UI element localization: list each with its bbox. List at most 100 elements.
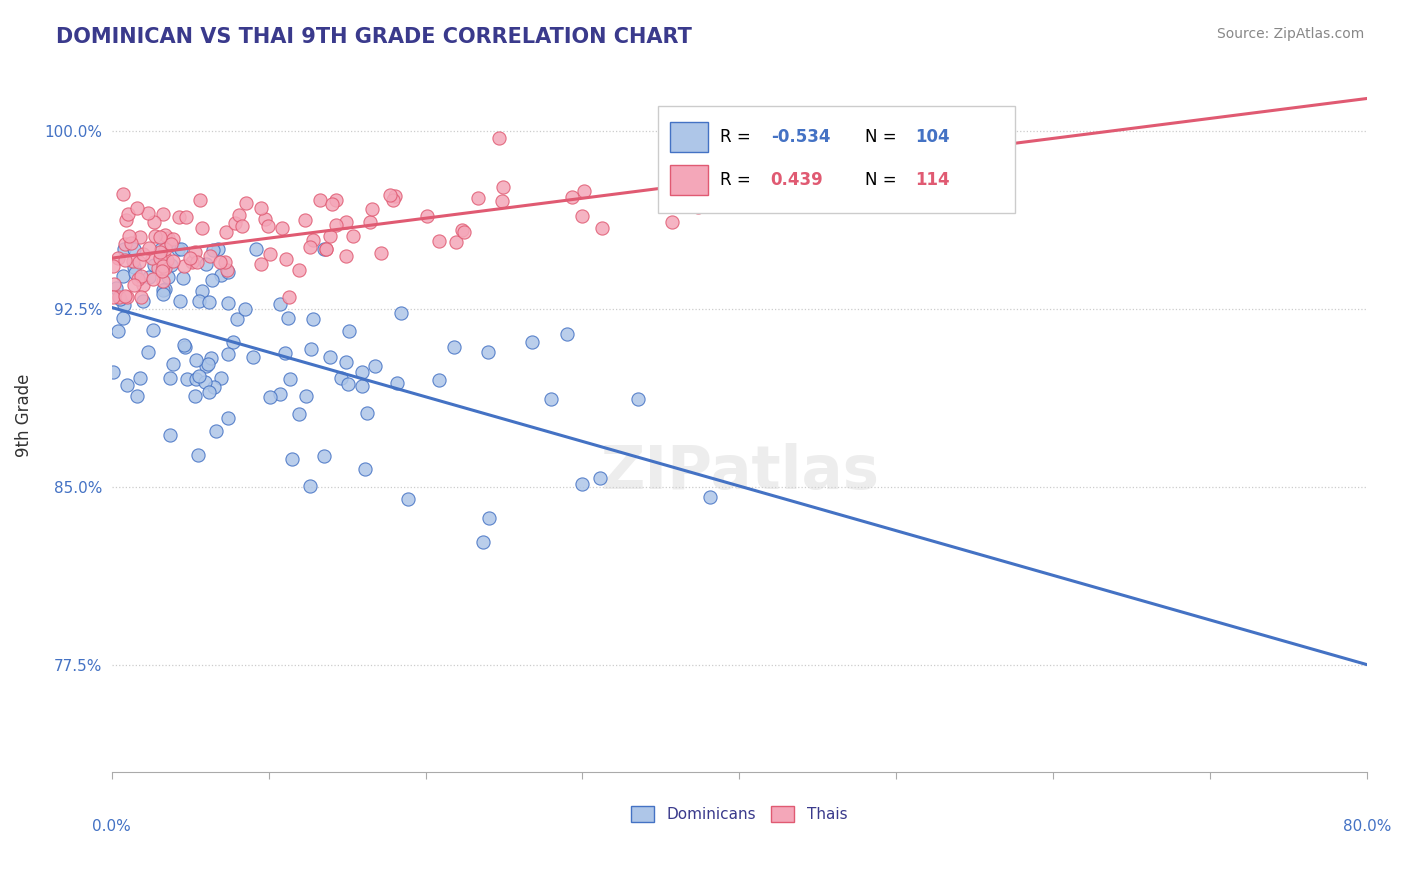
Point	[225, 311, 247, 326]
Point	[176, 372, 198, 386]
Point	[467, 191, 489, 205]
Text: 0.439: 0.439	[770, 171, 824, 189]
Point	[370, 246, 392, 260]
Point	[125, 389, 148, 403]
Point	[190, 221, 212, 235]
Point	[572, 184, 595, 198]
Point	[325, 193, 347, 207]
Point	[197, 384, 219, 399]
Point	[159, 428, 181, 442]
Point	[778, 153, 800, 167]
Point	[686, 200, 709, 214]
Point	[115, 377, 138, 392]
Point	[315, 242, 337, 256]
Point	[202, 243, 225, 257]
Point	[201, 273, 224, 287]
Point	[591, 221, 613, 235]
Point	[242, 350, 264, 364]
Point	[318, 351, 340, 365]
Point	[179, 251, 201, 265]
Point	[162, 254, 184, 268]
Point	[188, 368, 211, 383]
Point	[350, 379, 373, 393]
Point	[451, 223, 474, 237]
Point	[492, 179, 515, 194]
Point	[142, 323, 165, 337]
Point	[253, 211, 276, 226]
Point	[259, 390, 281, 404]
Point	[271, 221, 294, 235]
Point	[129, 370, 152, 384]
Text: R =: R =	[720, 171, 756, 189]
Point	[170, 243, 193, 257]
Point	[277, 290, 299, 304]
Point	[661, 215, 683, 229]
Point	[257, 219, 280, 233]
Point	[890, 153, 912, 168]
Point	[152, 207, 174, 221]
Point	[152, 286, 174, 301]
Point	[314, 243, 336, 257]
Point	[149, 251, 172, 265]
Point	[191, 284, 214, 298]
Point	[520, 334, 543, 349]
Point	[217, 262, 239, 277]
Point	[443, 340, 465, 354]
Point	[195, 257, 218, 271]
Point	[224, 217, 246, 231]
Bar	[671, 122, 709, 153]
Point	[269, 297, 291, 311]
Point	[699, 490, 721, 504]
Point	[103, 365, 125, 379]
Point	[136, 205, 159, 219]
Point	[152, 283, 174, 297]
Point	[124, 266, 146, 280]
Point	[319, 229, 342, 244]
Point	[136, 345, 159, 359]
Point	[380, 187, 402, 202]
Point	[138, 270, 160, 285]
Point	[202, 380, 225, 394]
Text: 104: 104	[915, 128, 949, 146]
Point	[125, 201, 148, 215]
Point	[195, 359, 218, 374]
Point	[187, 448, 209, 462]
Point	[342, 229, 364, 244]
Point	[276, 252, 298, 266]
Point	[122, 278, 145, 293]
Point	[127, 272, 149, 286]
Point	[312, 450, 335, 464]
Point	[160, 236, 183, 251]
Point	[118, 229, 141, 244]
Point	[302, 312, 325, 326]
Point	[149, 245, 172, 260]
Point	[114, 288, 136, 302]
Point	[104, 281, 127, 295]
Point	[626, 392, 648, 407]
Point	[488, 130, 510, 145]
Point	[112, 187, 135, 202]
Text: ZIPatlas: ZIPatlas	[600, 443, 879, 502]
Point	[138, 241, 160, 255]
Point	[589, 471, 612, 485]
Point	[115, 290, 138, 304]
Point	[231, 219, 253, 233]
Point	[198, 249, 221, 263]
Point	[103, 277, 125, 291]
Point	[325, 218, 347, 232]
Point	[491, 194, 513, 209]
Point	[160, 258, 183, 272]
Point	[103, 259, 125, 273]
Text: Source: ZipAtlas.com: Source: ZipAtlas.com	[1216, 27, 1364, 41]
Point	[188, 193, 211, 207]
Point	[156, 253, 179, 268]
Point	[214, 254, 236, 268]
Point	[396, 491, 419, 506]
Point	[217, 410, 239, 425]
Point	[299, 343, 322, 357]
Point	[222, 335, 245, 350]
Point	[107, 251, 129, 265]
Point	[143, 215, 166, 229]
Point	[477, 345, 499, 359]
Point	[184, 244, 207, 259]
